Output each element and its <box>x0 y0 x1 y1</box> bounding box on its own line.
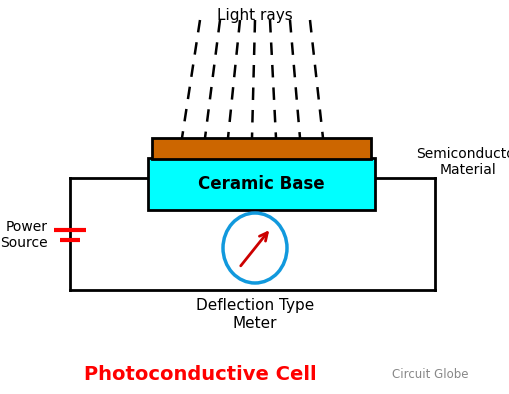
Text: Meter: Meter <box>232 316 277 331</box>
Text: Semiconductor
Material: Semiconductor Material <box>415 147 509 177</box>
Text: Deflection Type: Deflection Type <box>195 298 314 313</box>
Bar <box>152 138 370 159</box>
Bar <box>148 158 374 210</box>
Text: Photoconductive Cell: Photoconductive Cell <box>83 366 316 385</box>
Text: Ceramic Base: Ceramic Base <box>198 175 324 193</box>
Text: Light rays: Light rays <box>217 8 292 23</box>
Text: Power
Source: Power Source <box>1 220 48 250</box>
Text: Circuit Globe: Circuit Globe <box>391 368 467 381</box>
